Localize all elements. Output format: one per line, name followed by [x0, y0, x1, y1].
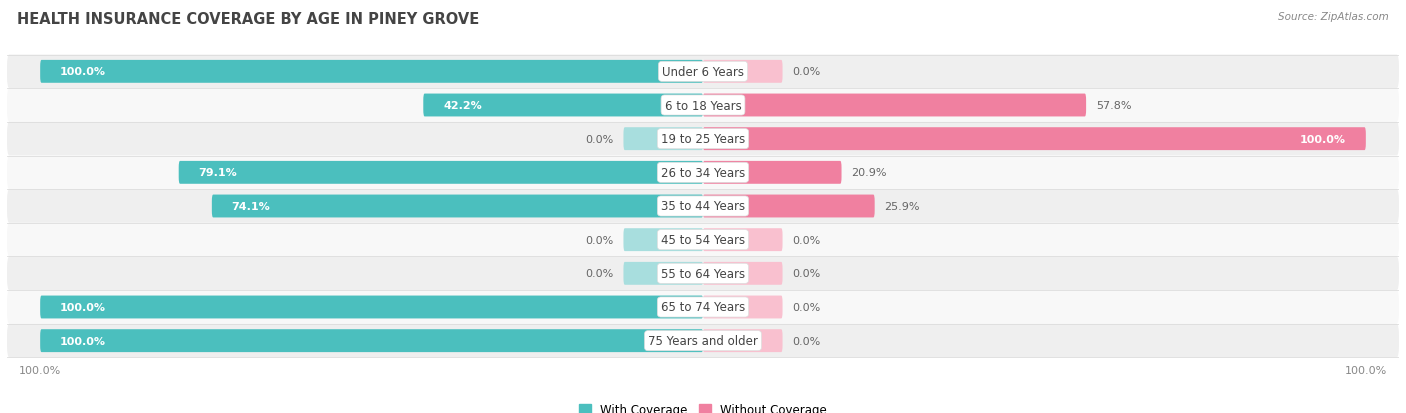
FancyBboxPatch shape	[7, 190, 1399, 223]
Text: 100.0%: 100.0%	[60, 336, 105, 346]
Text: 19 to 25 Years: 19 to 25 Years	[661, 133, 745, 146]
Text: Under 6 Years: Under 6 Years	[662, 66, 744, 78]
FancyBboxPatch shape	[179, 161, 703, 184]
Text: 45 to 54 Years: 45 to 54 Years	[661, 234, 745, 247]
Text: 79.1%: 79.1%	[198, 168, 238, 178]
FancyBboxPatch shape	[703, 229, 783, 252]
FancyBboxPatch shape	[7, 290, 1399, 324]
Text: 0.0%: 0.0%	[793, 67, 821, 77]
FancyBboxPatch shape	[7, 89, 1399, 123]
Text: 0.0%: 0.0%	[793, 269, 821, 279]
FancyBboxPatch shape	[41, 330, 703, 352]
Text: 6 to 18 Years: 6 to 18 Years	[665, 99, 741, 112]
Text: Source: ZipAtlas.com: Source: ZipAtlas.com	[1278, 12, 1389, 22]
FancyBboxPatch shape	[7, 223, 1399, 257]
Text: 75 Years and older: 75 Years and older	[648, 335, 758, 347]
FancyBboxPatch shape	[703, 296, 783, 319]
Text: 35 to 44 Years: 35 to 44 Years	[661, 200, 745, 213]
FancyBboxPatch shape	[623, 262, 703, 285]
FancyBboxPatch shape	[41, 61, 703, 83]
FancyBboxPatch shape	[7, 324, 1399, 358]
Text: 100.0%: 100.0%	[60, 302, 105, 312]
FancyBboxPatch shape	[703, 161, 842, 184]
FancyBboxPatch shape	[703, 94, 1085, 117]
Text: 42.2%: 42.2%	[443, 101, 482, 111]
Text: 0.0%: 0.0%	[585, 269, 613, 279]
FancyBboxPatch shape	[623, 229, 703, 252]
FancyBboxPatch shape	[703, 262, 783, 285]
FancyBboxPatch shape	[423, 94, 703, 117]
Text: 0.0%: 0.0%	[793, 302, 821, 312]
FancyBboxPatch shape	[703, 195, 875, 218]
FancyBboxPatch shape	[7, 257, 1399, 290]
FancyBboxPatch shape	[212, 195, 703, 218]
FancyBboxPatch shape	[703, 330, 783, 352]
Text: 100.0%: 100.0%	[1301, 134, 1346, 144]
FancyBboxPatch shape	[7, 55, 1399, 89]
Text: 0.0%: 0.0%	[793, 235, 821, 245]
Text: 0.0%: 0.0%	[585, 134, 613, 144]
Text: 0.0%: 0.0%	[793, 336, 821, 346]
Text: 0.0%: 0.0%	[585, 235, 613, 245]
FancyBboxPatch shape	[7, 123, 1399, 156]
Text: 100.0%: 100.0%	[60, 67, 105, 77]
FancyBboxPatch shape	[703, 61, 783, 83]
FancyBboxPatch shape	[703, 128, 1365, 151]
Text: 25.9%: 25.9%	[884, 202, 920, 211]
Text: 26 to 34 Years: 26 to 34 Years	[661, 166, 745, 179]
FancyBboxPatch shape	[623, 128, 703, 151]
Legend: With Coverage, Without Coverage: With Coverage, Without Coverage	[574, 398, 832, 413]
FancyBboxPatch shape	[7, 156, 1399, 190]
Text: 57.8%: 57.8%	[1097, 101, 1132, 111]
Text: 55 to 64 Years: 55 to 64 Years	[661, 267, 745, 280]
Text: HEALTH INSURANCE COVERAGE BY AGE IN PINEY GROVE: HEALTH INSURANCE COVERAGE BY AGE IN PINE…	[17, 12, 479, 27]
Text: 65 to 74 Years: 65 to 74 Years	[661, 301, 745, 314]
Text: 20.9%: 20.9%	[852, 168, 887, 178]
Text: 74.1%: 74.1%	[232, 202, 270, 211]
FancyBboxPatch shape	[41, 296, 703, 319]
